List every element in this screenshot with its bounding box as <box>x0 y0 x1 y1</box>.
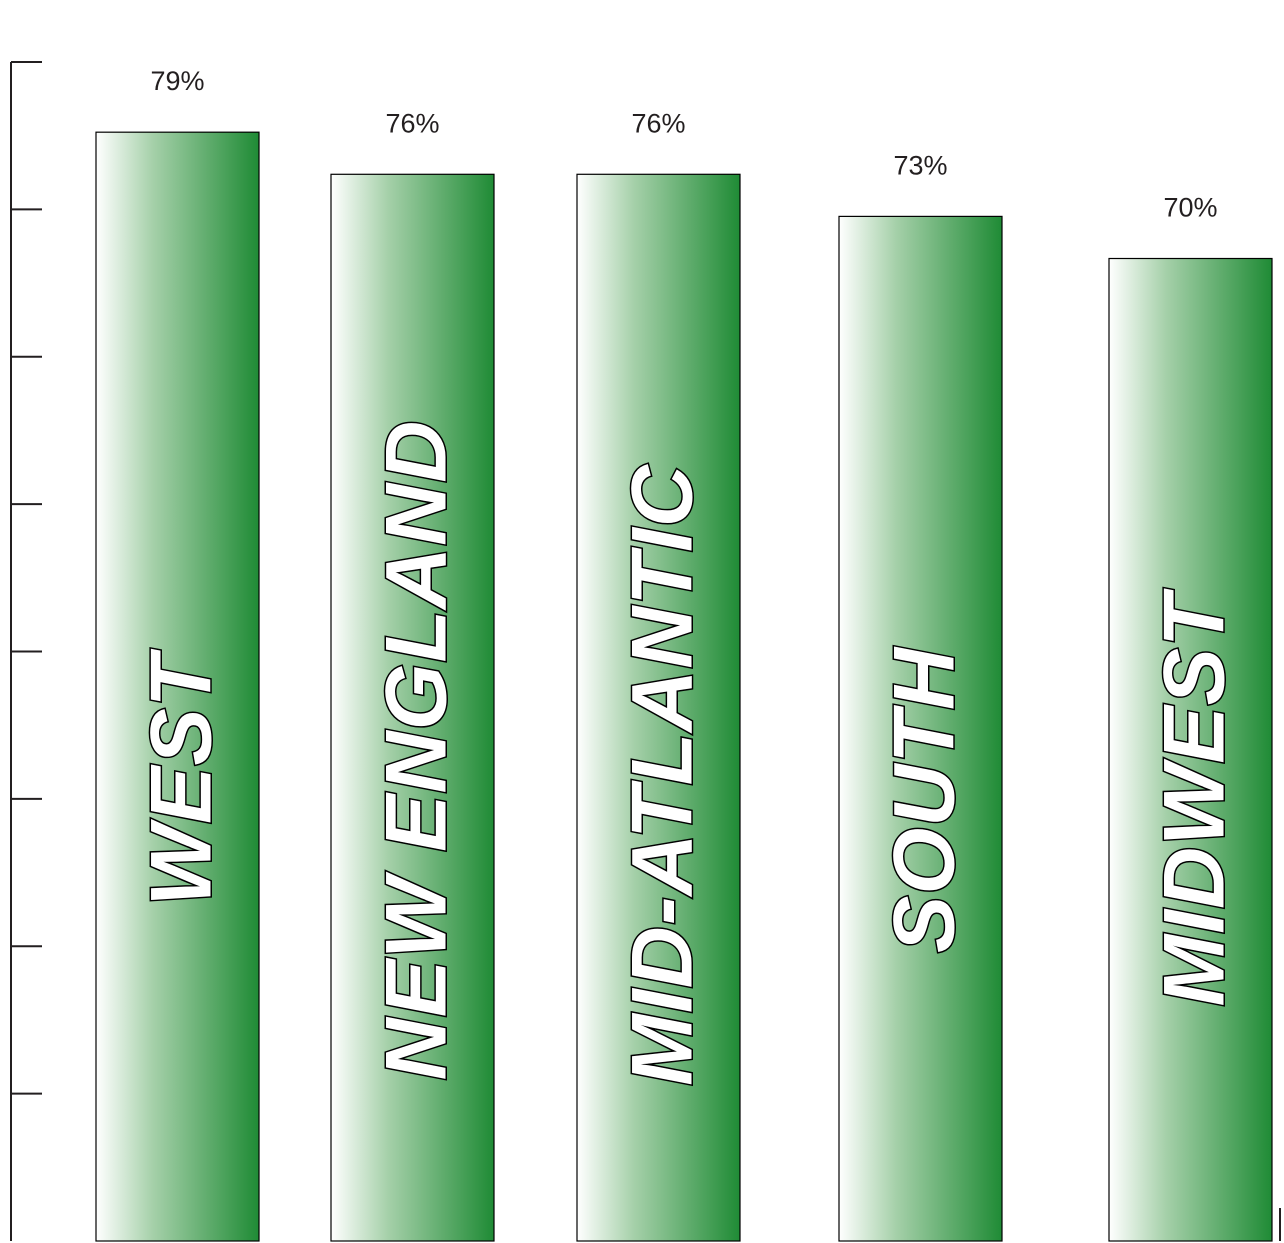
bar <box>838 215 1003 1242</box>
category-label: NEW ENGLAND <box>369 420 465 1081</box>
bar <box>576 173 741 1242</box>
y-axis <box>10 61 1281 1241</box>
bars: WEST NEW ENGLAND MID-ATLANTIC SOUTH MIDWEST <box>95 131 1273 1242</box>
bar-group: SOUTH <box>838 215 1003 1242</box>
category-label: MID-ATLANTIC <box>615 463 711 1086</box>
bar-group: NEW ENGLAND <box>330 173 495 1242</box>
category-label: SOUTH <box>877 646 973 953</box>
value-labels: 79% 76% 76% 73% 70% <box>150 66 1217 222</box>
bar-group: MID-ATLANTIC <box>576 173 741 1242</box>
value-label: 76% <box>385 108 439 138</box>
value-label: 73% <box>893 150 947 180</box>
bar-group: MIDWEST <box>1108 257 1273 1242</box>
bar-group: WEST <box>95 131 260 1242</box>
category-label: WEST <box>134 648 230 906</box>
value-label: 76% <box>631 108 685 138</box>
bar <box>330 173 495 1242</box>
value-label: 79% <box>150 66 204 96</box>
value-label: 70% <box>1163 193 1217 223</box>
bar <box>1108 257 1273 1242</box>
category-label: MIDWEST <box>1147 588 1243 1007</box>
bar <box>95 131 260 1242</box>
